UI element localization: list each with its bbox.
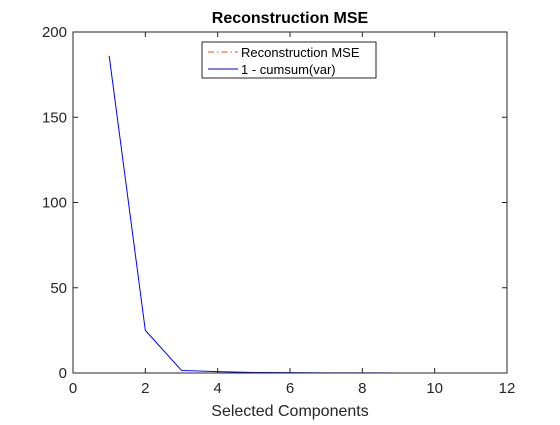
y-tick-label: 50 (50, 280, 67, 297)
x-tick-label: 10 (426, 380, 443, 397)
legend-box (201, 41, 377, 79)
y-tick-label: 0 (59, 365, 67, 382)
x-tick-label: 0 (69, 380, 77, 397)
x-axis-title: Selected Components (211, 403, 368, 420)
y-tick-label: 200 (42, 24, 67, 41)
x-tick-label: 6 (286, 380, 294, 397)
x-tick-label: 2 (141, 380, 149, 397)
y-tick-label: 100 (42, 195, 67, 212)
plot-area (73, 32, 507, 373)
y-tick-label: 150 (42, 109, 67, 126)
ticks-layer: 0 2 4 6 8 10 12 0 50 100 150 200 (42, 24, 515, 397)
legend: Reconstruction MSE 1 - cumsum(var) (201, 41, 377, 79)
x-tick-label: 8 (358, 380, 366, 397)
chart-title: Reconstruction MSE (212, 10, 369, 27)
legend-label-0: Reconstruction MSE (241, 45, 360, 60)
x-tick-label: 4 (213, 380, 221, 397)
legend-label-1: 1 - cumsum(var) (241, 62, 336, 77)
x-tick-label: 12 (499, 380, 516, 397)
